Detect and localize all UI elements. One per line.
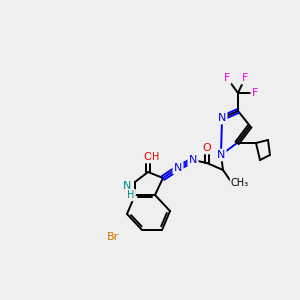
Text: N: N	[174, 163, 182, 173]
Text: Br: Br	[107, 232, 119, 242]
Text: N: N	[217, 150, 225, 160]
Text: F: F	[224, 73, 230, 83]
Text: N: N	[218, 113, 226, 123]
Text: H: H	[127, 190, 135, 200]
Text: N: N	[123, 181, 131, 191]
Text: H: H	[152, 152, 160, 162]
Text: N: N	[189, 155, 197, 165]
Text: F: F	[242, 73, 248, 83]
Text: CH₃: CH₃	[231, 178, 249, 188]
Text: F: F	[252, 88, 258, 98]
Text: O: O	[144, 152, 152, 162]
Text: O: O	[202, 143, 211, 153]
